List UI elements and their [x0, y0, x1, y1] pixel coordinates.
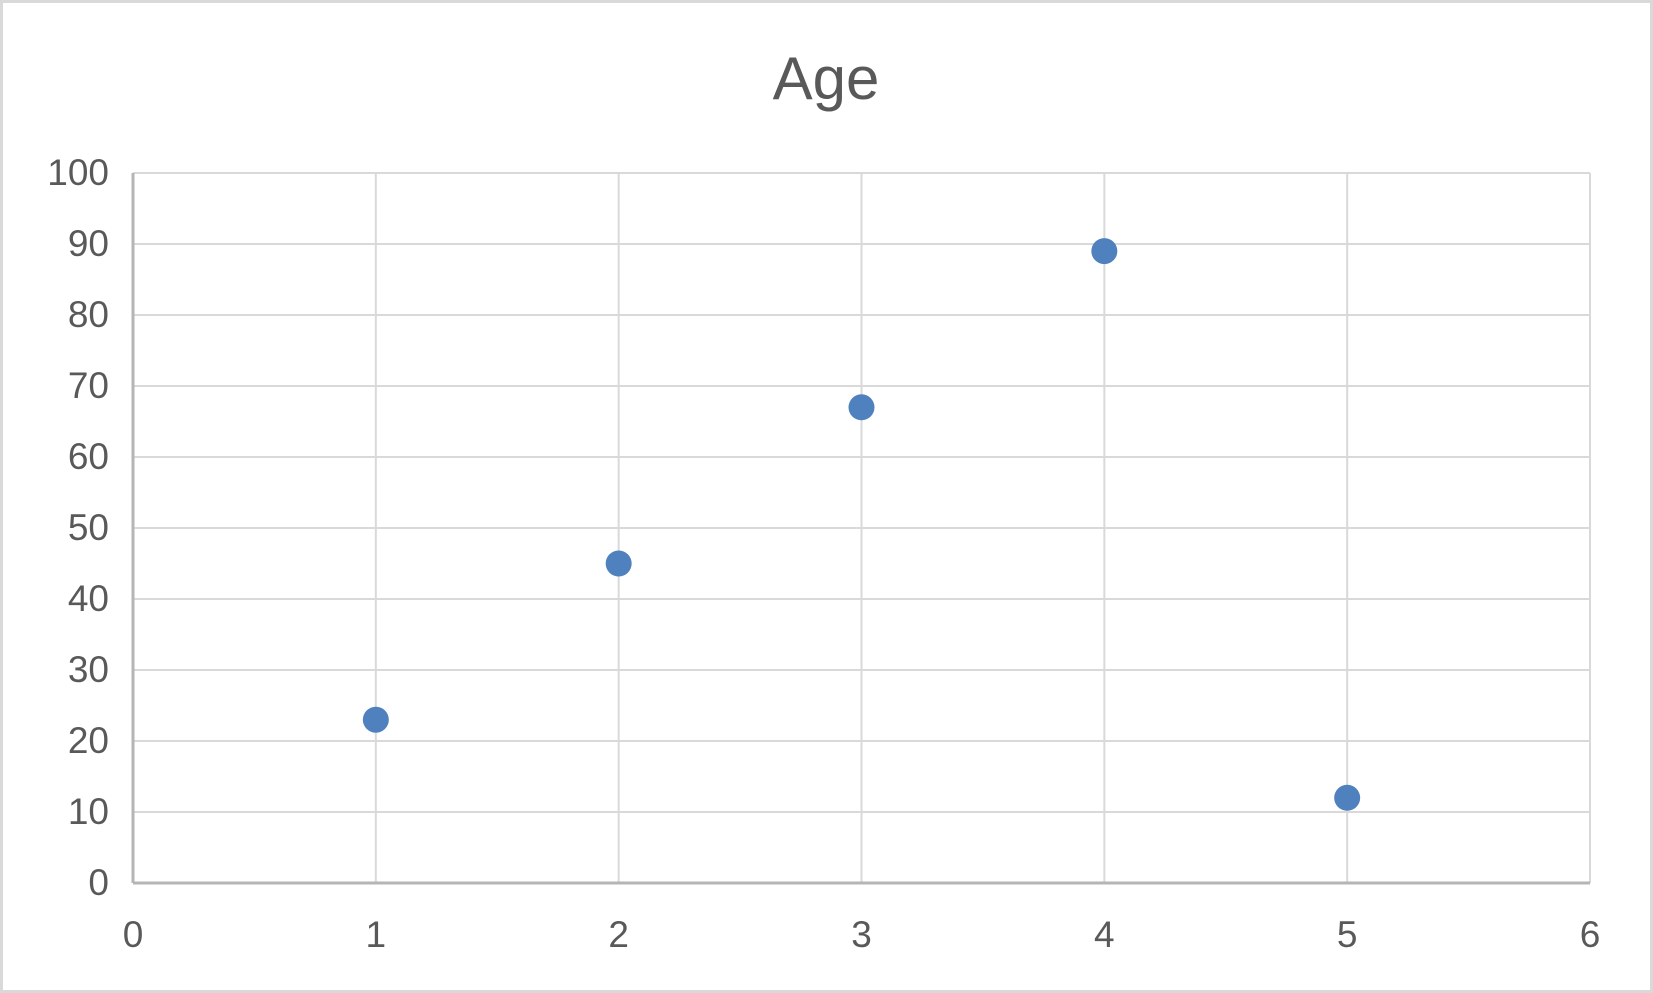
data-point [605, 550, 632, 577]
data-point [848, 394, 875, 421]
y-tick-label: 30 [68, 649, 109, 690]
data-points [362, 238, 1361, 811]
data-point [362, 706, 389, 733]
y-axis-tick-labels: 0 10 20 30 40 50 60 70 80 90 100 [47, 152, 109, 903]
y-tick-label: 60 [68, 436, 109, 477]
y-tick-label: 80 [68, 294, 109, 335]
gridlines [133, 172, 1591, 883]
x-tick-label: 4 [1094, 914, 1115, 955]
axis-lines [131, 173, 1590, 885]
x-tick-label: 5 [1337, 914, 1358, 955]
y-tick-label: 20 [68, 720, 109, 761]
y-tick-label: 50 [68, 507, 109, 548]
y-tick-label: 10 [68, 791, 109, 832]
x-tick-label: 3 [851, 914, 872, 955]
age-scatter-chart: 0 1 2 3 4 5 6 0 10 20 30 40 50 60 70 80 90 100 Age [47, 45, 1601, 955]
chart-title: Age [773, 45, 880, 112]
x-tick-label: 2 [608, 914, 629, 955]
y-tick-label: 0 [88, 862, 109, 903]
y-tick-label: 100 [47, 152, 109, 193]
data-point [1334, 784, 1361, 811]
y-tick-label: 90 [68, 223, 109, 264]
x-axis-tick-labels: 0 1 2 3 4 5 6 [123, 914, 1601, 955]
y-tick-label: 70 [68, 365, 109, 406]
y-tick-label: 40 [68, 578, 109, 619]
x-tick-label: 0 [123, 914, 144, 955]
data-point [1091, 238, 1118, 265]
x-tick-label: 1 [366, 914, 387, 955]
x-tick-label: 6 [1580, 914, 1601, 955]
